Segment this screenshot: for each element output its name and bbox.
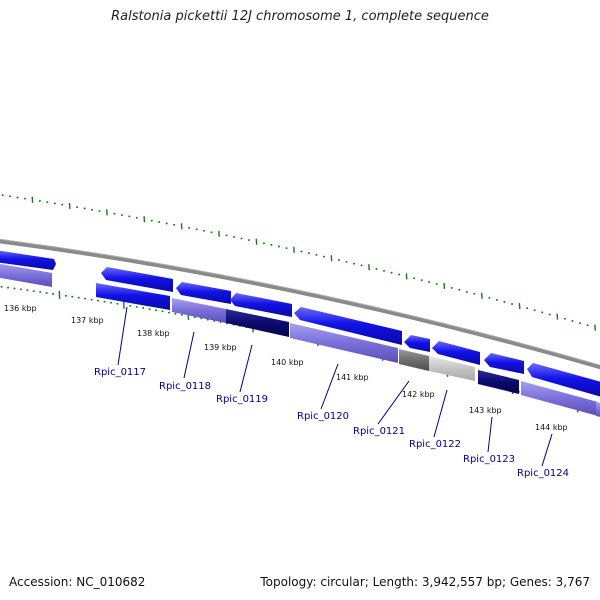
feature-block[interactable] (429, 356, 475, 381)
gene-label[interactable]: Rpic_0123 (463, 454, 515, 465)
feature-block[interactable] (96, 283, 170, 310)
feature-block[interactable] (521, 381, 598, 416)
scale-label-141: 141 kbp (336, 373, 369, 382)
gene-leader-lines (117, 306, 553, 467)
feature-block[interactable] (226, 309, 289, 337)
accession-text: Accession: NC_010682 (9, 575, 146, 589)
feature-track (0, 263, 600, 418)
gene-label[interactable]: Rpic_0119 (216, 394, 268, 405)
scale-labels: 136 kbp 137 kbp 138 kbp 139 kbp 140 kbp … (4, 304, 568, 432)
scale-tick-ring (0, 285, 599, 416)
gene-arrow[interactable] (404, 335, 430, 352)
scale-label-142: 142 kbp (402, 390, 435, 399)
gene-labels: Rpic_0117 Rpic_0118 Rpic_0119 Rpic_0120 … (94, 367, 569, 479)
gene-label[interactable]: Rpic_0121 (353, 426, 405, 437)
feature-block[interactable] (0, 263, 52, 287)
gene-label[interactable]: Rpic_0122 (409, 439, 461, 450)
feature-block[interactable] (172, 298, 226, 323)
scale-label-137: 137 kbp (71, 316, 104, 325)
backbone (0, 238, 600, 370)
forward-strand-track (0, 250, 600, 398)
scale-label-139: 139 kbp (204, 343, 237, 352)
feature-block[interactable] (596, 402, 600, 418)
gene-arrow[interactable] (527, 363, 600, 398)
scale-label-138: 138 kbp (137, 329, 170, 338)
genome-summary-text: Topology: circular; Length: 3,942,557 bp… (260, 575, 590, 589)
feature-block[interactable] (290, 323, 398, 363)
outer-tick-ring (1, 194, 596, 331)
gene-arrow[interactable] (230, 293, 292, 317)
gene-arrow[interactable] (484, 353, 524, 374)
gene-arrow[interactable] (0, 250, 56, 270)
scale-label-144: 144 kbp (535, 423, 568, 432)
scale-label-143: 143 kbp (469, 406, 502, 415)
gene-arrow[interactable] (176, 282, 231, 304)
feature-block[interactable] (478, 370, 519, 394)
gene-label[interactable]: Rpic_0124 (517, 468, 569, 479)
gene-arrow[interactable] (101, 267, 173, 292)
scale-label-136: 136 kbp (4, 304, 37, 313)
gene-label[interactable]: Rpic_0117 (94, 367, 146, 378)
gene-label[interactable]: Rpic_0118 (159, 381, 211, 392)
feature-block[interactable] (399, 349, 429, 371)
gene-label[interactable]: Rpic_0120 (297, 411, 349, 422)
gene-arrow[interactable] (432, 341, 480, 365)
map-title: Ralstonia pickettii 12J chromosome 1, co… (111, 9, 489, 24)
gene-arrow[interactable] (294, 307, 402, 345)
scale-label-140: 140 kbp (271, 358, 304, 367)
